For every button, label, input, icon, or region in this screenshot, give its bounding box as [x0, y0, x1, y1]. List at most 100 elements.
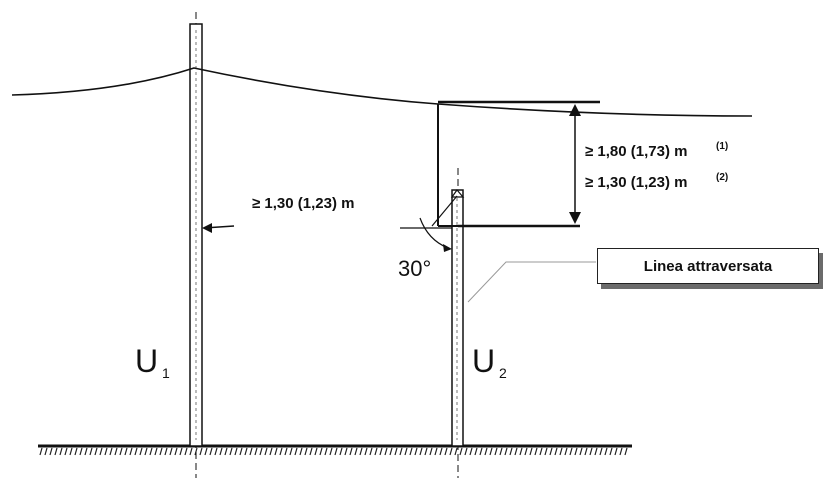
pole-u1 [189, 12, 203, 478]
pole-u2 [450, 168, 465, 478]
soil-hatch-mark [189, 447, 193, 456]
soil-hatch-mark [139, 447, 143, 456]
soil-hatch-mark [59, 447, 63, 456]
soil-hatch-mark [389, 447, 393, 456]
soil-hatch-mark [379, 447, 383, 456]
soil-hatch-mark [209, 447, 213, 456]
soil-hatch-mark [404, 447, 408, 456]
soil-hatch-mark [89, 447, 93, 456]
soil-hatch-mark [564, 447, 568, 456]
soil-hatch-mark [609, 447, 613, 456]
soil-hatch-mark [504, 447, 508, 456]
soil-hatch-mark [149, 447, 153, 456]
soil-hatch-mark [69, 447, 73, 456]
soil-hatch-mark [569, 447, 573, 456]
soil-hatch-mark [54, 447, 58, 456]
support-u2-subscript: 2 [499, 365, 507, 381]
soil-hatch-mark [474, 447, 478, 456]
soil-hatch-mark [459, 447, 463, 456]
soil-hatch-mark [434, 447, 438, 456]
vertical-clearance-note-2: (2) [716, 172, 728, 183]
soil-hatch-mark [624, 447, 628, 456]
vertical-clearance-note-1: (1) [716, 141, 728, 152]
soil-hatch-mark [329, 447, 333, 456]
soil-hatch-mark [484, 447, 488, 456]
soil-hatch-mark [614, 447, 618, 456]
soil-hatch-mark [454, 447, 458, 456]
soil-hatch-mark [324, 447, 328, 456]
soil-hatch-mark [514, 447, 518, 456]
soil-hatch-mark [439, 447, 443, 456]
soil-hatch-mark [599, 447, 603, 456]
soil-hatch-mark [409, 447, 413, 456]
soil-hatch-mark [199, 447, 203, 456]
soil-hatch-mark [574, 447, 578, 456]
soil-hatch-mark [489, 447, 493, 456]
upper-conductor [11, 67, 753, 117]
soil-hatch-mark [369, 447, 373, 456]
horizontal-clearance-label: ≥ 1,30 (1,23) m [252, 195, 354, 212]
soil-hatch-mark [274, 447, 278, 456]
soil-hatch-mark [284, 447, 288, 456]
soil-hatch-mark [114, 447, 118, 456]
soil-hatch-mark [499, 447, 503, 456]
soil-hatch-mark [544, 447, 548, 456]
soil-hatch-mark [244, 447, 248, 456]
soil-hatch-mark [239, 447, 243, 456]
soil-hatch-mark [444, 447, 448, 456]
support-u2-label: U [472, 343, 495, 379]
horizontal-clearance-leader [202, 223, 235, 233]
soil-hatch-mark [219, 447, 223, 456]
soil-hatch-mark [44, 447, 48, 456]
soil-hatch-mark [319, 447, 323, 456]
soil-hatch-mark [234, 447, 238, 456]
soil-hatch-mark [279, 447, 283, 456]
soil-hatch-mark [419, 447, 423, 456]
soil-hatch-mark [184, 447, 188, 456]
soil-hatch-mark [174, 447, 178, 456]
soil-hatch-mark [519, 447, 523, 456]
vertical-clearance-label-1: ≥ 1,80 (1,73) m [585, 143, 687, 160]
angle-label: 30° [398, 256, 431, 281]
soil-hatch-mark [154, 447, 158, 456]
angle-construction [400, 195, 458, 252]
crossed-line-callout: Linea attraversata [597, 248, 819, 284]
soil-hatch-mark [249, 447, 253, 456]
soil-hatch-mark [179, 447, 183, 456]
soil-hatch-mark [134, 447, 138, 456]
soil-hatch-mark [119, 447, 123, 456]
soil-hatch-mark [424, 447, 428, 456]
soil-hatch-mark [194, 447, 198, 456]
soil-hatch-mark [314, 447, 318, 456]
soil-hatch-mark [619, 447, 623, 456]
soil-hatch-mark [39, 447, 43, 456]
soil-hatch-mark [479, 447, 483, 456]
vertical-clearance-label-2: ≥ 1,30 (1,23) m [585, 174, 687, 191]
soil-hatch-mark [304, 447, 308, 456]
soil-hatch-mark [264, 447, 268, 456]
soil-hatch-mark [529, 447, 533, 456]
soil-hatch-mark [99, 447, 103, 456]
soil-hatch-mark [74, 447, 78, 456]
soil-hatch-mark [604, 447, 608, 456]
soil-hatch-mark [169, 447, 173, 456]
soil-hatch-mark [204, 447, 208, 456]
soil-hatch-mark [144, 447, 148, 456]
soil-hatch-mark [339, 447, 343, 456]
vertical-clearance-dimension [437, 100, 600, 228]
soil-hatch-mark [594, 447, 598, 456]
soil-hatch-mark [159, 447, 163, 456]
soil-hatch-mark [259, 447, 263, 456]
soil-hatch-mark [289, 447, 293, 456]
soil-hatch-mark [539, 447, 543, 456]
support-u1-subscript: 1 [162, 365, 170, 381]
soil-hatch-mark [449, 447, 453, 456]
soil-hatch-mark [464, 447, 468, 456]
soil-hatch-mark [104, 447, 108, 456]
soil-hatch-mark [374, 447, 378, 456]
soil-hatch-mark [429, 447, 433, 456]
soil-hatch-mark [79, 447, 83, 456]
soil-hatch-mark [414, 447, 418, 456]
soil-hatch-mark [164, 447, 168, 456]
